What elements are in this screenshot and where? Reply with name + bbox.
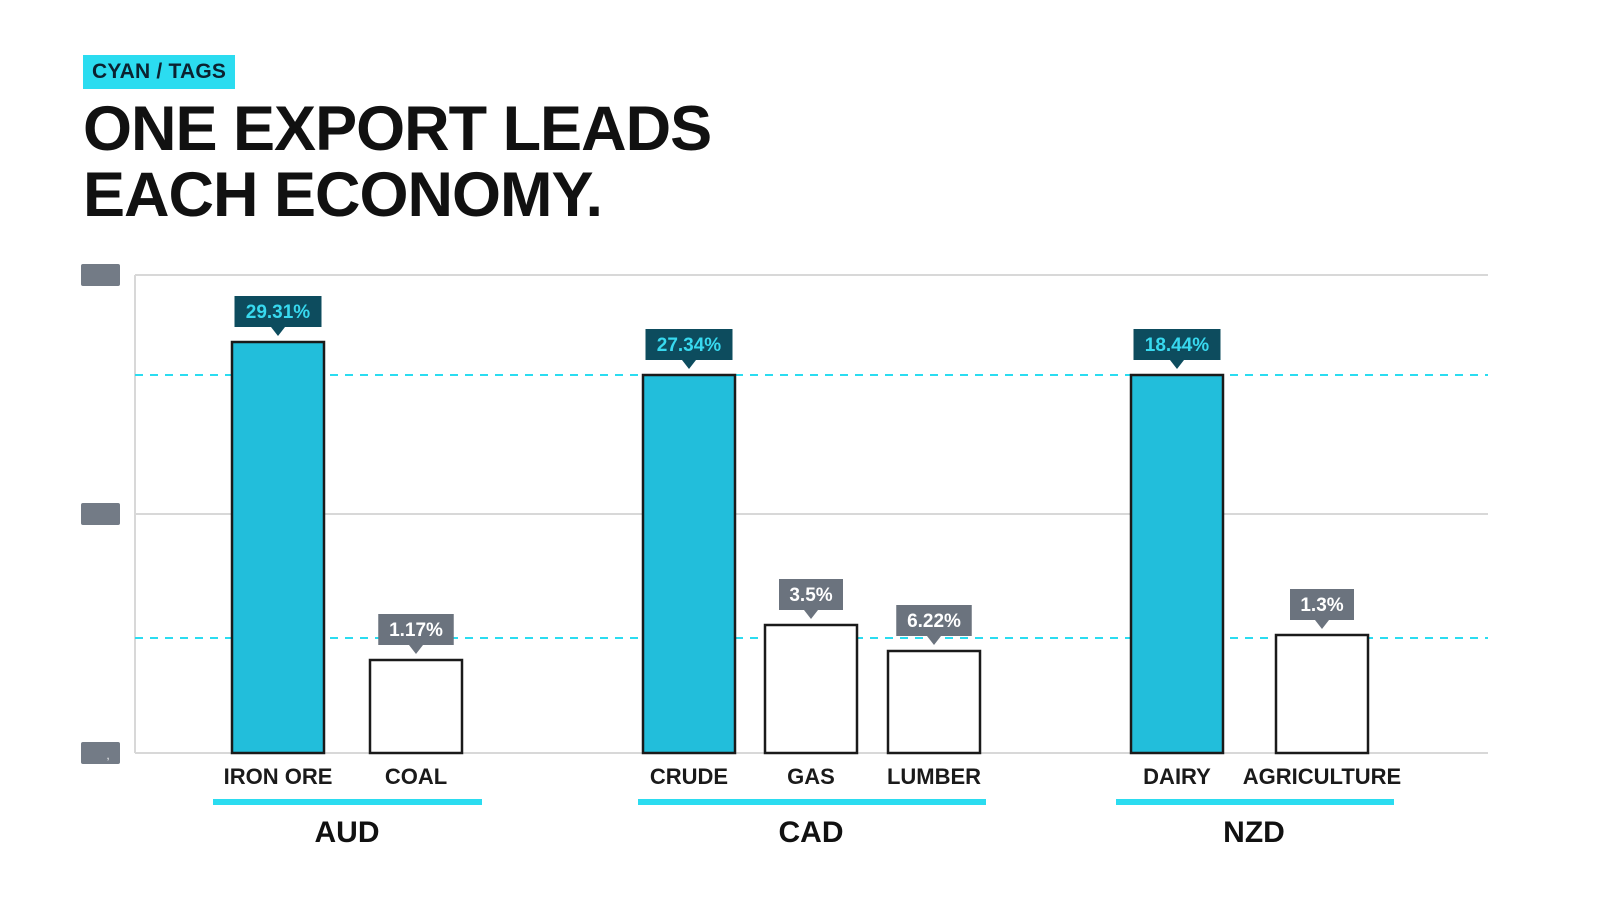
value-label: 29.31% bbox=[246, 302, 311, 323]
bar-crude bbox=[641, 373, 737, 755]
value-label-box bbox=[378, 614, 454, 645]
value-label: 1.17% bbox=[389, 620, 443, 641]
bar-lumber bbox=[886, 649, 982, 755]
value-label: 1.3% bbox=[1300, 595, 1343, 616]
value-label: 27.34% bbox=[657, 335, 722, 356]
value-label-box bbox=[779, 579, 843, 610]
title-line-2: EACH ECONOMY. bbox=[83, 160, 603, 230]
chart-title: ONE EXPORT LEADS EACH ECONOMY. bbox=[83, 94, 712, 230]
group-label: CAD bbox=[779, 816, 844, 849]
category-label: DAIRY bbox=[1143, 764, 1211, 789]
bar-dairy bbox=[1129, 373, 1225, 755]
group-underline bbox=[638, 799, 986, 805]
y-tick-box bbox=[81, 264, 120, 286]
value-label-box bbox=[1133, 329, 1221, 360]
group-underline bbox=[213, 799, 482, 805]
value-label-box bbox=[234, 296, 322, 327]
value-label-pointer bbox=[271, 327, 285, 336]
bar-iron-ore bbox=[230, 340, 326, 755]
category-label: GAS bbox=[787, 764, 835, 789]
bar-gas bbox=[763, 623, 859, 755]
y-tick-label: , bbox=[106, 750, 109, 762]
value-label-box bbox=[645, 329, 733, 360]
value-label-pointer bbox=[804, 610, 818, 619]
category-label: LUMBER bbox=[887, 764, 981, 789]
value-label-pointer bbox=[927, 636, 941, 645]
value-label-pointer bbox=[1315, 620, 1329, 629]
value-label-pointer bbox=[682, 360, 696, 369]
category-label: COAL bbox=[385, 764, 447, 789]
bar-coal bbox=[368, 658, 464, 755]
value-label-box bbox=[896, 605, 972, 636]
y-tick-box bbox=[81, 742, 120, 764]
value-label-box bbox=[1290, 589, 1354, 620]
value-label: 3.5% bbox=[789, 585, 832, 606]
category-label: AGRICULTURE bbox=[1243, 764, 1401, 789]
y-tick-box bbox=[81, 503, 120, 525]
category-label: CRUDE bbox=[650, 764, 728, 789]
value-label: 18.44% bbox=[1145, 335, 1210, 356]
group-label: NZD bbox=[1223, 816, 1285, 849]
value-label-pointer bbox=[1170, 360, 1184, 369]
title-line-1: ONE EXPORT LEADS bbox=[83, 94, 712, 164]
category-label: IRON ORE bbox=[224, 764, 333, 789]
group-underline bbox=[1116, 799, 1394, 805]
value-label: 6.22% bbox=[907, 611, 961, 632]
category-tag: CYAN / TAGS bbox=[83, 55, 236, 89]
group-label: AUD bbox=[315, 816, 380, 849]
value-label-pointer bbox=[409, 645, 423, 654]
bar-agriculture bbox=[1274, 633, 1370, 755]
